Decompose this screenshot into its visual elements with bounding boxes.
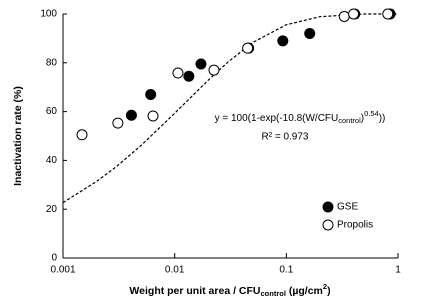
x-title-part: ) bbox=[327, 285, 331, 297]
x-axis-title: Weight per unit area / CFUcontrol (µg/cm… bbox=[129, 282, 330, 298]
point bbox=[112, 117, 124, 129]
point bbox=[183, 70, 195, 82]
point bbox=[208, 64, 220, 76]
point bbox=[76, 129, 88, 141]
x-tick-label: 0.01 bbox=[165, 265, 185, 276]
legend-label: Propolis bbox=[337, 220, 373, 231]
x-title-sub: control bbox=[261, 289, 286, 298]
point bbox=[172, 67, 184, 79]
x-title-part: (µg/cm bbox=[286, 285, 323, 297]
y-tick-label: 20 bbox=[46, 204, 58, 215]
equation: y = 100(1-exp(-10.8(W/CFUcontrol)0.54)) bbox=[215, 109, 386, 125]
fit-curve bbox=[62, 13, 398, 204]
point bbox=[338, 10, 350, 22]
eq-sub: control bbox=[338, 116, 361, 125]
y-tick-label: 80 bbox=[46, 57, 58, 68]
x-tick-label: 0.001 bbox=[50, 265, 75, 276]
point bbox=[147, 110, 159, 122]
eq-part: y = 100(1-exp(-10.8(W/CFU bbox=[215, 113, 339, 124]
legend-marker bbox=[322, 219, 334, 231]
point bbox=[304, 28, 316, 40]
legend-marker bbox=[322, 201, 334, 213]
x-tick-label: 0.1 bbox=[279, 265, 293, 276]
y-tick-label: 0 bbox=[51, 253, 57, 264]
point bbox=[277, 35, 289, 47]
eq-sup: 0.54 bbox=[364, 109, 379, 118]
point bbox=[348, 8, 360, 20]
point bbox=[242, 42, 254, 54]
legend-label: GSE bbox=[337, 202, 358, 213]
y-axis-title: Inactivation rate (%) bbox=[12, 86, 24, 186]
y-tick-label: 100 bbox=[40, 9, 57, 20]
eq-part: )) bbox=[379, 113, 386, 124]
x-title-part: Weight per unit area / CFU bbox=[129, 285, 260, 297]
y-tick-label: 60 bbox=[46, 106, 58, 117]
point bbox=[145, 89, 157, 101]
point bbox=[125, 109, 137, 121]
x-title-sup: 2 bbox=[323, 282, 327, 291]
point bbox=[382, 8, 394, 20]
r-squared: R² = 0.973 bbox=[262, 132, 309, 143]
y-tick-label: 40 bbox=[46, 155, 58, 166]
eq-part: ) bbox=[361, 113, 364, 124]
x-tick-label: 1 bbox=[395, 265, 401, 276]
point bbox=[195, 58, 207, 70]
